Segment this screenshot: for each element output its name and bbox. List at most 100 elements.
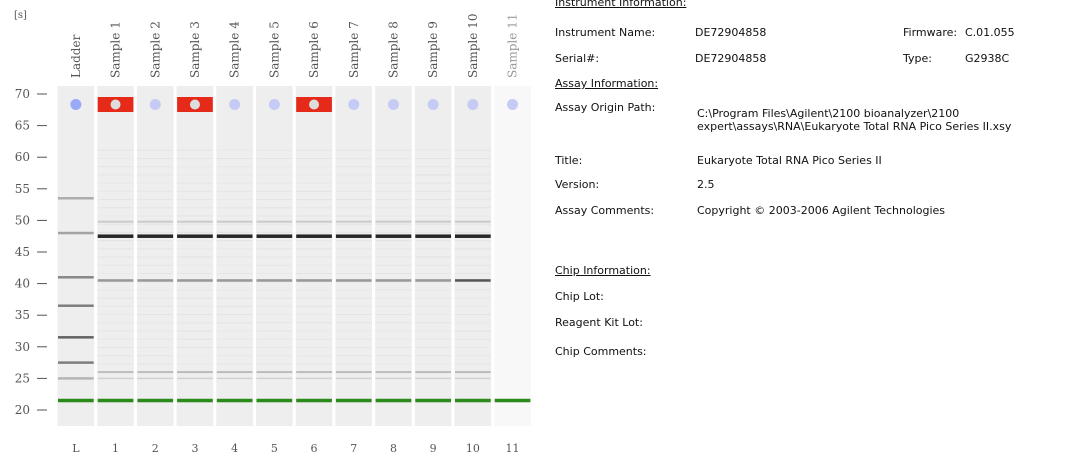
band bbox=[98, 207, 134, 208]
band bbox=[177, 339, 213, 340]
band bbox=[137, 306, 173, 307]
band bbox=[98, 363, 134, 364]
band bbox=[455, 150, 491, 151]
band bbox=[455, 166, 491, 167]
band bbox=[217, 158, 253, 159]
band bbox=[455, 279, 491, 282]
band bbox=[415, 355, 451, 356]
band bbox=[336, 191, 372, 192]
band bbox=[336, 355, 372, 356]
band bbox=[98, 355, 134, 356]
band bbox=[455, 240, 491, 241]
band bbox=[98, 166, 134, 167]
band bbox=[296, 298, 332, 299]
band bbox=[98, 331, 134, 332]
band bbox=[336, 199, 372, 200]
band bbox=[137, 399, 173, 403]
band bbox=[296, 378, 332, 380]
band bbox=[257, 166, 293, 167]
band bbox=[336, 279, 372, 282]
band bbox=[257, 183, 293, 184]
band bbox=[296, 339, 332, 340]
band bbox=[257, 265, 293, 266]
band bbox=[137, 215, 173, 216]
band bbox=[296, 248, 332, 249]
label: Chip Lot: bbox=[555, 290, 604, 303]
band bbox=[336, 378, 372, 380]
band bbox=[98, 273, 134, 274]
band bbox=[177, 363, 213, 364]
band bbox=[137, 378, 173, 380]
band bbox=[415, 371, 451, 373]
band bbox=[336, 174, 372, 175]
band bbox=[415, 273, 451, 274]
band bbox=[455, 257, 491, 258]
value: expert\assays\RNA\Eukaryote Total RNA Pi… bbox=[697, 120, 1011, 133]
band bbox=[455, 314, 491, 315]
band bbox=[376, 289, 412, 290]
band bbox=[217, 183, 253, 184]
band bbox=[177, 158, 213, 159]
band bbox=[415, 215, 451, 216]
band bbox=[455, 347, 491, 348]
band bbox=[98, 158, 134, 159]
lane bbox=[97, 86, 134, 426]
band bbox=[336, 363, 372, 364]
band bbox=[217, 322, 253, 323]
band bbox=[257, 248, 293, 249]
band bbox=[415, 257, 451, 258]
band bbox=[336, 215, 372, 216]
band bbox=[455, 207, 491, 208]
band bbox=[415, 191, 451, 192]
lane-label: Sample 2 bbox=[148, 21, 162, 78]
band bbox=[415, 306, 451, 307]
band bbox=[296, 232, 332, 233]
band bbox=[217, 224, 253, 225]
band bbox=[376, 355, 412, 356]
lane-number: 11 bbox=[506, 442, 520, 455]
band bbox=[455, 221, 491, 223]
label: Title: bbox=[555, 154, 582, 167]
band bbox=[415, 224, 451, 225]
band bbox=[376, 314, 412, 315]
band bbox=[137, 199, 173, 200]
lane-label: Sample 1 bbox=[109, 21, 123, 78]
band bbox=[336, 339, 372, 340]
band bbox=[137, 191, 173, 192]
band bbox=[257, 199, 293, 200]
band bbox=[177, 331, 213, 332]
band bbox=[455, 355, 491, 356]
band bbox=[257, 234, 293, 238]
band bbox=[296, 207, 332, 208]
label: Reagent Kit Lot: bbox=[555, 316, 643, 329]
band bbox=[296, 363, 332, 364]
marker-dot bbox=[269, 99, 280, 110]
lane bbox=[494, 86, 531, 426]
band bbox=[177, 207, 213, 208]
lane-number: 5 bbox=[271, 442, 278, 455]
marker-dot bbox=[348, 99, 359, 110]
lane bbox=[256, 86, 293, 426]
band bbox=[455, 289, 491, 290]
band bbox=[455, 298, 491, 299]
band bbox=[137, 248, 173, 249]
band bbox=[257, 371, 293, 373]
band bbox=[217, 257, 253, 258]
band bbox=[415, 158, 451, 159]
band bbox=[98, 265, 134, 266]
band bbox=[336, 347, 372, 348]
band bbox=[296, 355, 332, 356]
page: [s] 7065605550454035302520LadderLSample … bbox=[0, 0, 1081, 458]
band bbox=[177, 215, 213, 216]
band bbox=[376, 174, 412, 175]
band bbox=[177, 399, 213, 403]
band bbox=[336, 265, 372, 266]
lane-label: Sample 10 bbox=[466, 14, 480, 78]
band bbox=[336, 224, 372, 225]
band bbox=[217, 339, 253, 340]
band bbox=[336, 166, 372, 167]
band bbox=[217, 215, 253, 216]
band bbox=[217, 399, 253, 403]
gel-image: [s] 7065605550454035302520LadderLSample … bbox=[0, 0, 540, 458]
band bbox=[257, 298, 293, 299]
